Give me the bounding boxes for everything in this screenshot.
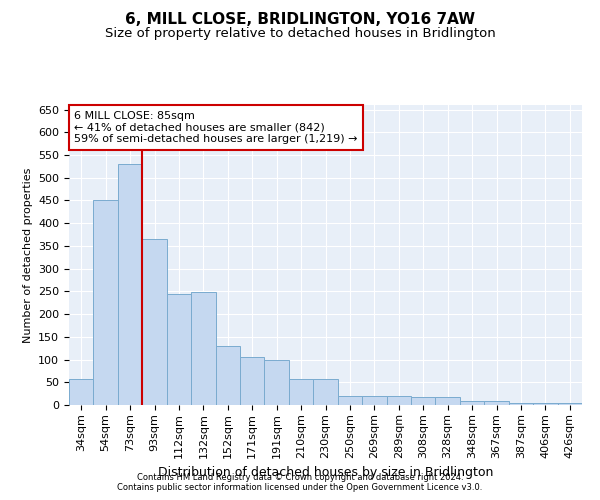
Bar bbox=[557, 402, 582, 405]
Bar bbox=[362, 396, 386, 405]
Text: Contains public sector information licensed under the Open Government Licence v3: Contains public sector information licen… bbox=[118, 484, 482, 492]
Bar bbox=[411, 397, 436, 405]
Text: 6 MILL CLOSE: 85sqm
← 41% of detached houses are smaller (842)
59% of semi-detac: 6 MILL CLOSE: 85sqm ← 41% of detached ho… bbox=[74, 111, 358, 144]
Bar bbox=[460, 402, 484, 405]
Bar bbox=[313, 378, 338, 405]
Text: Size of property relative to detached houses in Bridlington: Size of property relative to detached ho… bbox=[104, 28, 496, 40]
Y-axis label: Number of detached properties: Number of detached properties bbox=[23, 168, 32, 342]
Bar bbox=[69, 378, 94, 405]
Text: Contains HM Land Registry data © Crown copyright and database right 2024.: Contains HM Land Registry data © Crown c… bbox=[137, 474, 463, 482]
Bar bbox=[240, 358, 265, 405]
Bar bbox=[265, 360, 289, 405]
Bar bbox=[338, 396, 362, 405]
X-axis label: Distribution of detached houses by size in Bridlington: Distribution of detached houses by size … bbox=[158, 466, 493, 479]
Bar bbox=[533, 402, 557, 405]
Bar bbox=[118, 164, 142, 405]
Bar bbox=[289, 378, 313, 405]
Bar bbox=[215, 346, 240, 405]
Bar bbox=[436, 397, 460, 405]
Bar bbox=[386, 396, 411, 405]
Bar bbox=[142, 239, 167, 405]
Bar bbox=[94, 200, 118, 405]
Bar bbox=[484, 402, 509, 405]
Text: 6, MILL CLOSE, BRIDLINGTON, YO16 7AW: 6, MILL CLOSE, BRIDLINGTON, YO16 7AW bbox=[125, 12, 475, 28]
Bar bbox=[167, 294, 191, 405]
Bar bbox=[191, 292, 215, 405]
Bar bbox=[509, 402, 533, 405]
